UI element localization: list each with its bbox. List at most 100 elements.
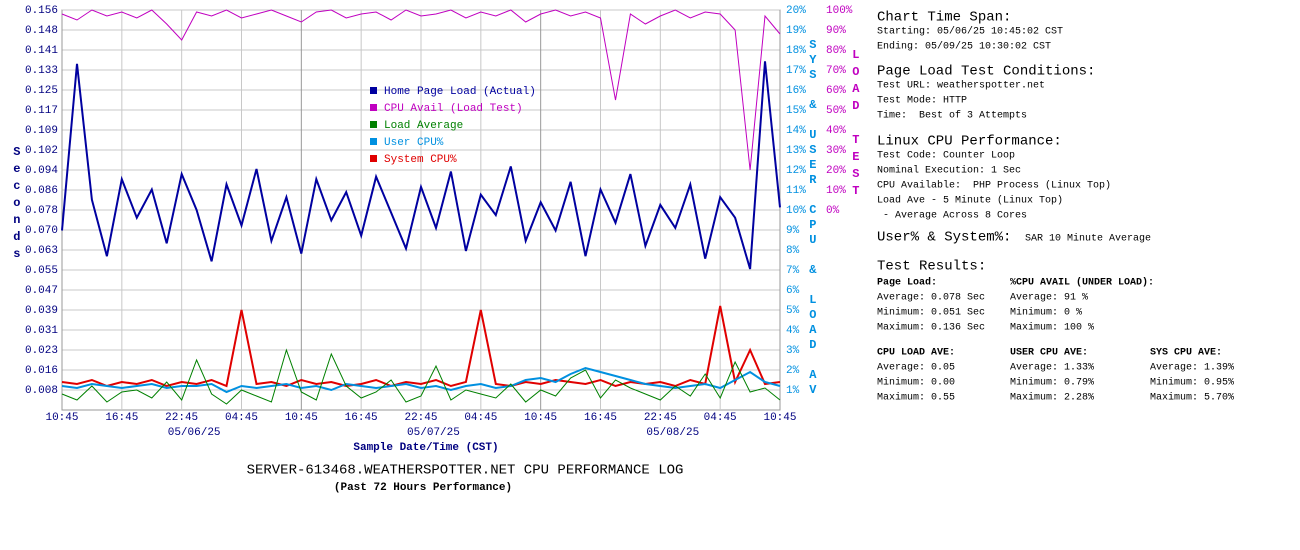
y-tick-label: 0.102	[25, 145, 58, 157]
result-line: Maximum: 2.28%	[1010, 392, 1094, 404]
result-heading: SYS CPU AVE:	[1150, 348, 1222, 359]
y-tick-label: 0.016	[25, 365, 58, 377]
series-line	[61, 348, 781, 405]
x-tick-label: 10:45	[763, 412, 796, 424]
result-line: Maximum: 100 %	[1010, 322, 1094, 334]
x-tick-label: 04:45	[704, 412, 737, 424]
y2-tick-label: 1%	[786, 385, 800, 397]
section-note: SAR 10 Minute Average	[1025, 233, 1151, 245]
result-line: Minimum: 0.00	[877, 377, 955, 389]
legend-label: Home Page Load (Actual)	[384, 86, 536, 98]
y3-tick-label: 10%	[826, 185, 846, 197]
x-tick-label: 16:45	[584, 412, 617, 424]
y3-tick-label: 50%	[826, 105, 846, 117]
y2-tick-label: 11%	[786, 185, 806, 197]
y3-axis-label: LOAD TEST	[849, 48, 863, 201]
result-heading: %CPU AVAIL (UNDER LOAD):	[1010, 277, 1154, 289]
chart-subtitle: (Past 72 Hours Performance)	[334, 482, 512, 494]
result-line: Average: 1.33%	[1010, 363, 1094, 374]
series-line	[61, 366, 781, 394]
section-heading: Page Load Test Conditions:	[877, 64, 1095, 80]
section-line: Load Ave - 5 Minute (Linux Top)	[877, 195, 1063, 207]
x-date-label: 05/07/25	[407, 427, 460, 439]
section-line: CPU Available: PHP Process (Linux Top)	[877, 180, 1111, 192]
legend-swatch	[370, 87, 377, 94]
x-tick-label: 10:45	[45, 412, 78, 424]
section-line: Test URL: weatherspotter.net	[877, 80, 1045, 92]
y-tick-label: 0.031	[25, 325, 58, 337]
y2-tick-label: 8%	[786, 245, 800, 257]
series-line	[61, 305, 781, 388]
section-line: Nominal Execution: 1 Sec	[877, 165, 1021, 177]
y3-tick-label: 0%	[826, 205, 840, 217]
x-date-label: 05/08/25	[646, 427, 699, 439]
y2-tick-label: 4%	[786, 325, 800, 337]
y2-tick-label: 9%	[786, 225, 800, 237]
section-line: Time: Best of 3 Attempts	[877, 110, 1027, 122]
legend-swatch	[370, 138, 377, 145]
x-tick-label: 10:45	[524, 412, 557, 424]
y2-tick-label: 12%	[786, 165, 806, 177]
x-tick-label: 22:45	[165, 412, 198, 424]
x-tick-label: 16:45	[105, 412, 138, 424]
y3-tick-label: 90%	[826, 25, 846, 37]
y-tick-label: 0.156	[25, 5, 58, 17]
chart-title: SERVER-613468.WEATHERSPOTTER.NET CPU PER…	[247, 463, 684, 479]
y-tick-label: 0.117	[25, 105, 58, 117]
legend-swatch	[370, 121, 377, 128]
y2-tick-label: 2%	[786, 365, 800, 377]
legend-label: Load Average	[384, 120, 463, 132]
y3-tick-label: 40%	[826, 125, 846, 137]
y-tick-label: 0.125	[25, 85, 58, 97]
result-line: Minimum: 0.051 Sec	[877, 307, 985, 319]
section-line: Test Mode: HTTP	[877, 95, 967, 107]
y3-tick-label: 20%	[826, 165, 846, 177]
x-tick-label: 04:45	[225, 412, 258, 424]
x-tick-label: 22:45	[644, 412, 677, 424]
y2-tick-label: 5%	[786, 305, 800, 317]
section-line: - Average Across 8 Cores	[877, 211, 1027, 222]
y-tick-label: 0.070	[25, 225, 58, 237]
y3-tick-label: 60%	[826, 85, 846, 97]
y-tick-label: 0.109	[25, 125, 58, 137]
section-heading: User% & System%:	[877, 230, 1011, 246]
y-tick-label: 0.133	[25, 65, 58, 77]
section-line: Starting: 05/06/25 10:45:02 CST	[877, 26, 1063, 38]
y-tick-label: 0.141	[25, 45, 58, 57]
y-tick-label: 0.023	[25, 345, 58, 357]
y-tick-label: 0.078	[25, 205, 58, 217]
y2-tick-label: 16%	[786, 85, 806, 97]
section-heading: Chart Time Span:	[877, 10, 1011, 26]
y3-tick-label: 30%	[826, 145, 846, 157]
y2-tick-label: 13%	[786, 145, 806, 157]
section-line: Test Code: Counter Loop	[877, 150, 1015, 162]
result-line: Average: 1.39%	[1150, 363, 1234, 374]
legend-swatch	[370, 104, 377, 111]
result-line: Maximum: 5.70%	[1150, 392, 1234, 404]
legend-label: CPU Avail (Load Test)	[384, 103, 523, 115]
legend-swatch	[370, 155, 377, 162]
y-tick-label: 0.148	[25, 25, 58, 37]
y2-tick-label: 15%	[786, 105, 806, 117]
section-line: Ending: 05/09/25 10:30:02 CST	[877, 41, 1051, 53]
series-line	[61, 9, 781, 171]
result-line: Average: 0.05	[877, 363, 955, 374]
y-tick-label: 0.055	[25, 265, 58, 277]
section-heading: Linux CPU Performance:	[877, 134, 1062, 150]
y2-tick-label: 14%	[786, 125, 806, 137]
y-tick-label: 0.047	[25, 285, 58, 297]
x-axis-label: Sample Date/Time (CST)	[353, 442, 498, 454]
result-line: Maximum: 0.136 Sec	[877, 322, 985, 334]
section-heading: Test Results:	[877, 259, 986, 275]
y2-tick-label: 7%	[786, 265, 800, 277]
result-line: Minimum: 0.95%	[1150, 377, 1234, 389]
y2-tick-label: 17%	[786, 65, 806, 77]
y2-tick-label: 3%	[786, 345, 800, 357]
legend-label: System CPU%	[384, 154, 457, 166]
y2-tick-label: 10%	[786, 205, 806, 217]
y-tick-label: 0.086	[25, 185, 58, 197]
y2-tick-label: 20%	[786, 5, 806, 17]
y3-tick-label: 70%	[826, 65, 846, 77]
y2-tick-label: 18%	[786, 45, 806, 57]
y-tick-label: 0.008	[25, 385, 58, 397]
